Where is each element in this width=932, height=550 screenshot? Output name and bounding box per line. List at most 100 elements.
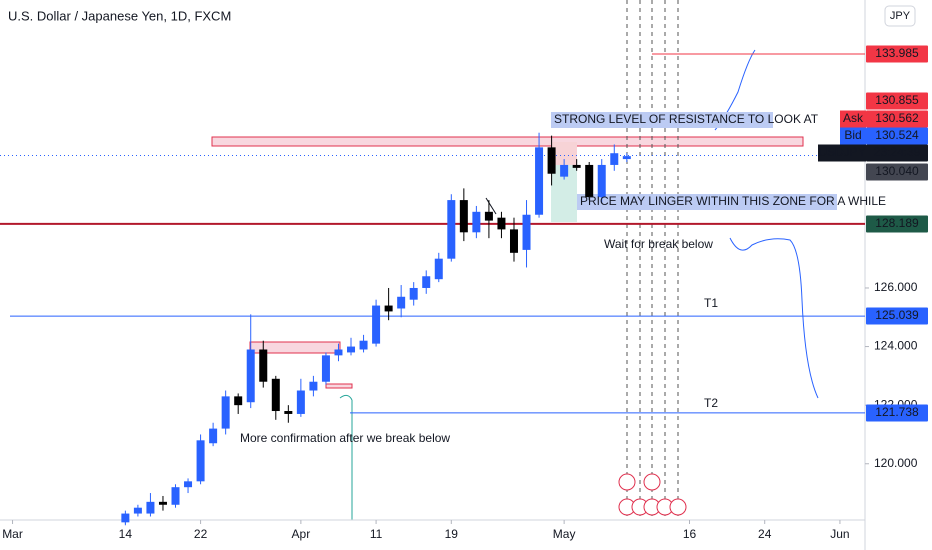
- annotation: STRONG LEVEL OF RESISTANCE TO LOOK AT: [554, 112, 819, 126]
- candle-body: [547, 147, 556, 174]
- candle-body: [334, 349, 343, 356]
- candle-body: [497, 217, 506, 230]
- x-tick-label: 14: [119, 527, 133, 541]
- candle-body: [184, 481, 193, 488]
- small-zone: [325, 383, 353, 389]
- candle-body: [209, 428, 218, 444]
- price-tag-label: 125.039: [875, 308, 919, 322]
- candle-body: [196, 440, 205, 482]
- price-tag: [866, 127, 928, 145]
- candle-body: [597, 164, 606, 198]
- tag-name-box: [818, 144, 866, 162]
- linger-zone-top: [551, 142, 577, 165]
- small-zone: [249, 341, 341, 354]
- candle-body: [271, 378, 280, 412]
- candle-body: [121, 513, 130, 523]
- annotation: T1: [704, 296, 718, 310]
- candle-body: [133, 507, 142, 514]
- candle-body: [447, 200, 456, 259]
- candle-body: [409, 287, 418, 300]
- price-tag: [866, 215, 928, 233]
- candle-body: [158, 501, 167, 505]
- price-tag-label: 133.985: [875, 46, 919, 60]
- price-tag-label: 121.738: [875, 405, 919, 419]
- tag-name: Bid: [844, 128, 861, 142]
- price-tag-label: 130.562: [875, 111, 919, 125]
- x-tick-label: 11: [370, 527, 383, 541]
- price-tag: [866, 163, 928, 181]
- price-tag: [866, 307, 928, 325]
- tag-name: Ask: [843, 111, 864, 125]
- candle-body: [484, 211, 493, 221]
- candle-body: [459, 200, 468, 233]
- x-tick-label: Jun: [830, 527, 849, 541]
- price-tag: [866, 404, 928, 422]
- x-tick-label: Mar: [2, 527, 23, 541]
- price-tag-label: 130.855: [875, 93, 919, 107]
- candle-body: [234, 396, 243, 406]
- currency[interactable]: JPY: [890, 10, 911, 22]
- tag-name-box: [840, 110, 866, 128]
- drawings: [211, 0, 837, 520]
- candle-body: [509, 229, 518, 253]
- candle-body: [347, 346, 356, 353]
- candle-body: [309, 381, 318, 391]
- price-tag-label: 128.189: [875, 216, 919, 230]
- candle-body: [321, 355, 330, 382]
- price-axis: [865, 0, 932, 550]
- candle-body: [146, 501, 155, 514]
- price-tag-label: 130.040: [875, 164, 919, 178]
- annotation: More confirmation after we break below: [240, 431, 450, 445]
- annotation-bg: [551, 112, 773, 128]
- x-tick-label: May: [553, 527, 576, 541]
- price-tag: [866, 92, 928, 110]
- candle-body: [372, 305, 381, 344]
- annotation: T2: [704, 396, 718, 410]
- candle-body: [296, 390, 305, 414]
- price-tag: [866, 144, 928, 162]
- price-tag-label: 130.524: [875, 128, 919, 142]
- y-tick-label: 124.000: [874, 339, 918, 353]
- tag-name-box: [840, 127, 866, 145]
- candle-body: [284, 411, 293, 414]
- vertical-dashes: [626, 0, 679, 520]
- chart-title: U.S. Dollar / Japanese Yen, 1D, FXCM: [8, 8, 231, 23]
- candle-body: [359, 340, 368, 350]
- trend-stroke: [485, 197, 497, 215]
- annotation: Wait for break below: [604, 237, 713, 251]
- candle-body: [171, 487, 180, 505]
- candle-body: [472, 211, 481, 233]
- candle-body: [572, 164, 581, 168]
- x-tick-label: 24: [758, 527, 772, 541]
- candle-body: [259, 349, 268, 382]
- price-tag: [866, 45, 928, 63]
- candle-body: [246, 349, 255, 403]
- candle-body: [221, 396, 230, 429]
- annotation-bg: [577, 194, 837, 210]
- candle-body: [610, 153, 619, 165]
- candle-body: [522, 214, 531, 250]
- event-icons: [618, 473, 687, 516]
- annotation: PRICE MAY LINGER WITHIN THIS ZONE FOR A …: [580, 194, 886, 208]
- candle-body: [535, 147, 544, 215]
- tag-name: USDJPY: [818, 145, 865, 159]
- x-tick-label: 22: [194, 527, 208, 541]
- resistance-zone: [211, 136, 804, 147]
- currency-button[interactable]: [884, 5, 916, 27]
- projection-path: [729, 237, 819, 399]
- candle-body: [422, 276, 431, 288]
- x-tick-label: 19: [445, 527, 459, 541]
- candle-body: [560, 164, 569, 177]
- x-tick-label: Apr: [292, 527, 311, 541]
- price-tag-label: 23:24:39: [874, 145, 921, 159]
- candle-body: [434, 258, 443, 280]
- marker-curve: [339, 394, 353, 401]
- candle-body: [397, 296, 406, 309]
- y-tick-label: 126.000: [874, 280, 918, 294]
- candle-body: [384, 305, 393, 312]
- candle-body: [622, 156, 631, 160]
- y-tick-label: 120.000: [874, 456, 918, 470]
- price-tag: [866, 110, 928, 128]
